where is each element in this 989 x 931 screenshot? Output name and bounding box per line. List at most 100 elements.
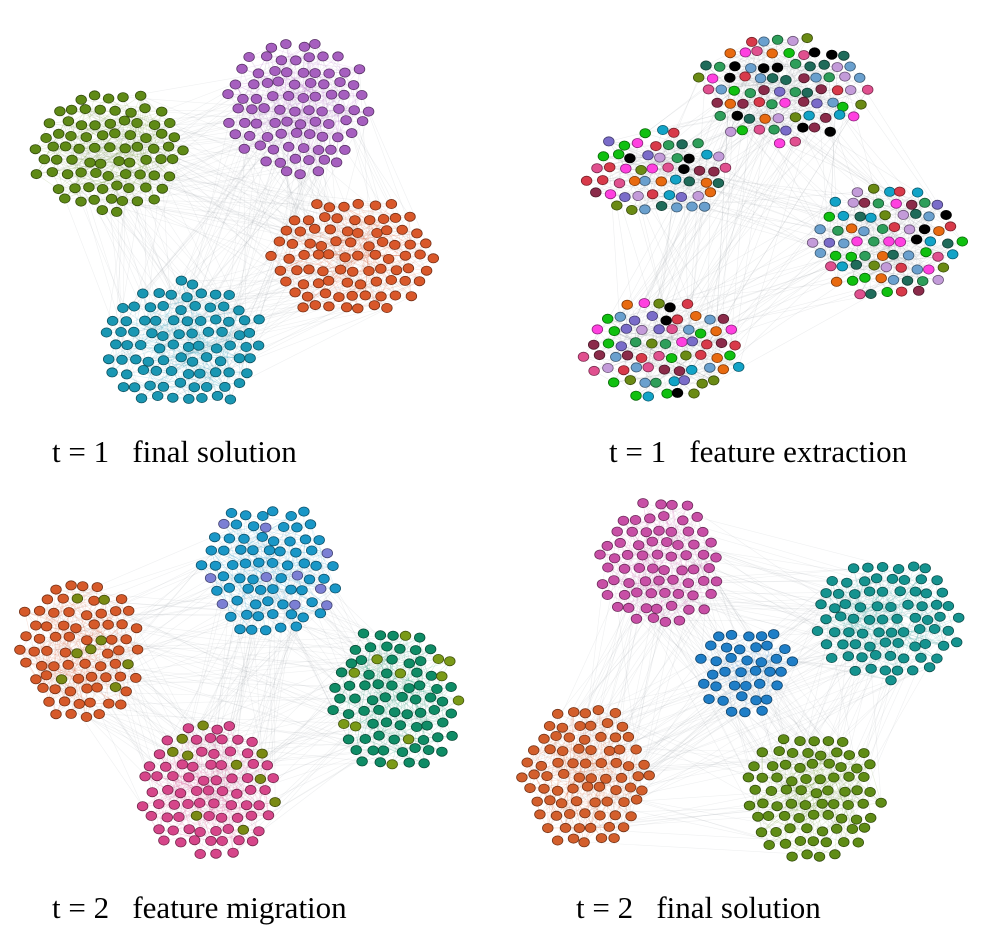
graph-node: [309, 68, 321, 79]
graph-edge: [693, 544, 870, 592]
graph-edge: [408, 735, 453, 740]
graph-edge: [46, 675, 80, 705]
graph-edge: [768, 803, 823, 817]
graph-node: [137, 288, 149, 299]
graph-node: [349, 644, 362, 655]
graph-edge: [763, 41, 897, 204]
graph-node: [286, 238, 299, 249]
graph-node: [100, 327, 113, 338]
graph-edge: [203, 725, 253, 743]
graph-node: [173, 811, 185, 822]
graph-edge: [817, 604, 937, 632]
graph-edge: [669, 194, 939, 257]
graph-node: [620, 323, 633, 334]
graph-edge: [114, 110, 123, 360]
graph-node: [663, 190, 676, 201]
graph-edge: [761, 789, 802, 833]
graph-node: [745, 63, 757, 74]
graph-node: [176, 759, 189, 770]
graph-edge: [717, 52, 790, 104]
graph-edge: [159, 753, 189, 778]
graph-node: [322, 275, 335, 286]
graph-edge: [300, 81, 341, 125]
graph-edge: [112, 320, 259, 346]
graph-edge: [662, 91, 796, 131]
graph-node: [311, 199, 323, 210]
graph-node: [237, 93, 249, 104]
graph-edge: [70, 678, 79, 714]
graph-edge: [644, 131, 831, 304]
graph-edge: [156, 109, 253, 372]
graph-node: [368, 300, 381, 311]
graph-edge: [601, 816, 632, 839]
graph-edge: [755, 789, 806, 806]
graph-node: [436, 696, 449, 707]
graph-edge: [716, 660, 762, 663]
graph-edge: [94, 199, 383, 243]
graph-node: [824, 126, 836, 137]
graph-node: [240, 800, 253, 811]
graph-edge: [355, 635, 394, 751]
graph-edge: [58, 188, 95, 201]
graph-edge: [853, 568, 876, 656]
graph-edge: [892, 216, 930, 255]
graph-edge: [569, 685, 735, 738]
graph-edge: [860, 216, 890, 242]
graph-edge: [627, 304, 722, 344]
graph-node: [352, 227, 364, 238]
graph-edge: [39, 638, 374, 751]
graph-node: [321, 548, 334, 559]
graph-edge: [68, 611, 123, 625]
graph-edge: [859, 255, 883, 295]
graph-edge: [645, 132, 683, 145]
graph-node: [353, 64, 366, 75]
graph-node: [291, 522, 303, 533]
graph-node: [876, 223, 889, 234]
graph-edge: [214, 536, 267, 578]
graph-node: [269, 117, 281, 128]
graph-node: [639, 128, 651, 139]
graph-edge: [78, 148, 346, 258]
graph-edge: [661, 167, 669, 207]
graph-node: [247, 574, 259, 585]
graph-edge: [624, 531, 703, 570]
graph-node: [118, 115, 131, 126]
graph-node: [692, 190, 704, 201]
graph-node: [187, 761, 199, 772]
graph-edge: [180, 220, 295, 383]
graph-edge: [803, 54, 868, 90]
graph-edge: [252, 549, 327, 606]
graph-edge: [827, 617, 916, 816]
graph-edge: [666, 516, 698, 543]
graph-node: [671, 314, 684, 325]
graph-node: [779, 97, 791, 108]
graph-edge: [194, 108, 265, 307]
graph-edge: [749, 63, 796, 119]
graph-node: [250, 93, 263, 104]
graph-edge: [364, 647, 371, 686]
graph-node: [247, 758, 260, 769]
graph-edge: [300, 231, 337, 242]
graph-node: [653, 324, 665, 335]
graph-node: [50, 584, 62, 595]
graph-node: [294, 226, 307, 237]
graph-edge: [734, 66, 760, 130]
graph-edge: [659, 157, 700, 171]
graph-edge: [325, 230, 387, 294]
graph-edge: [286, 60, 297, 172]
graph-node: [931, 199, 944, 210]
graph-edge: [636, 89, 722, 368]
graph-node: [222, 89, 234, 100]
graph-edge: [101, 541, 274, 614]
graph-node: [724, 350, 736, 361]
graph-node: [266, 558, 279, 569]
graph-edge: [870, 217, 882, 279]
graph-edge: [579, 791, 846, 829]
graph-node: [123, 183, 135, 194]
graph-edge: [187, 765, 268, 805]
graph-edge: [245, 515, 263, 754]
graph-edge: [596, 167, 711, 193]
graph-node: [223, 367, 235, 378]
graph-node: [125, 107, 137, 118]
graph-node: [374, 630, 387, 641]
